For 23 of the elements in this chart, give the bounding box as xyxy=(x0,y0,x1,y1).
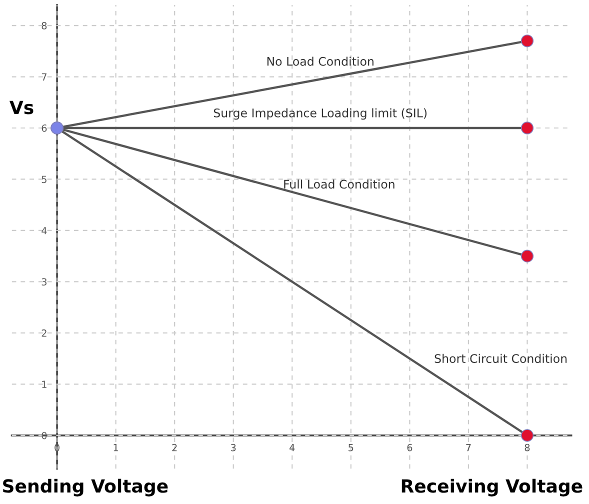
y-tick-label: 8 xyxy=(42,22,47,30)
series-label: Surge Impedance Loading limit (SIL) xyxy=(214,108,427,120)
series-label: Short Circuit Condition xyxy=(434,354,567,364)
x-tick-label: 5 xyxy=(348,444,354,452)
x-tick-label: 6 xyxy=(407,444,412,452)
y-tick-label: 6 xyxy=(42,124,47,132)
x-tick-label: 1 xyxy=(114,444,118,452)
text: Receiving Voltage xyxy=(402,478,582,496)
y-tick-label: 4 xyxy=(42,227,47,234)
x-tick-label: 8 xyxy=(524,444,530,452)
x-tick-label: 7 xyxy=(466,444,471,452)
x-tick-label: 2 xyxy=(172,444,177,452)
y-tick-label: 5 xyxy=(42,176,46,184)
y-tick-label: 7 xyxy=(42,73,46,80)
x-tick-label: 3 xyxy=(231,444,236,452)
y-tick-label: 2 xyxy=(42,329,46,337)
y-tick-label: 1 xyxy=(42,380,46,388)
y-tick-label: 3 xyxy=(42,278,47,286)
y-axis-title: Vs xyxy=(10,100,34,114)
text: Sending Voltage xyxy=(3,478,168,496)
x-tick-label: 4 xyxy=(290,444,295,452)
series-label: No Load Condition xyxy=(267,56,374,66)
series-label: Full Load Condition xyxy=(284,180,394,189)
